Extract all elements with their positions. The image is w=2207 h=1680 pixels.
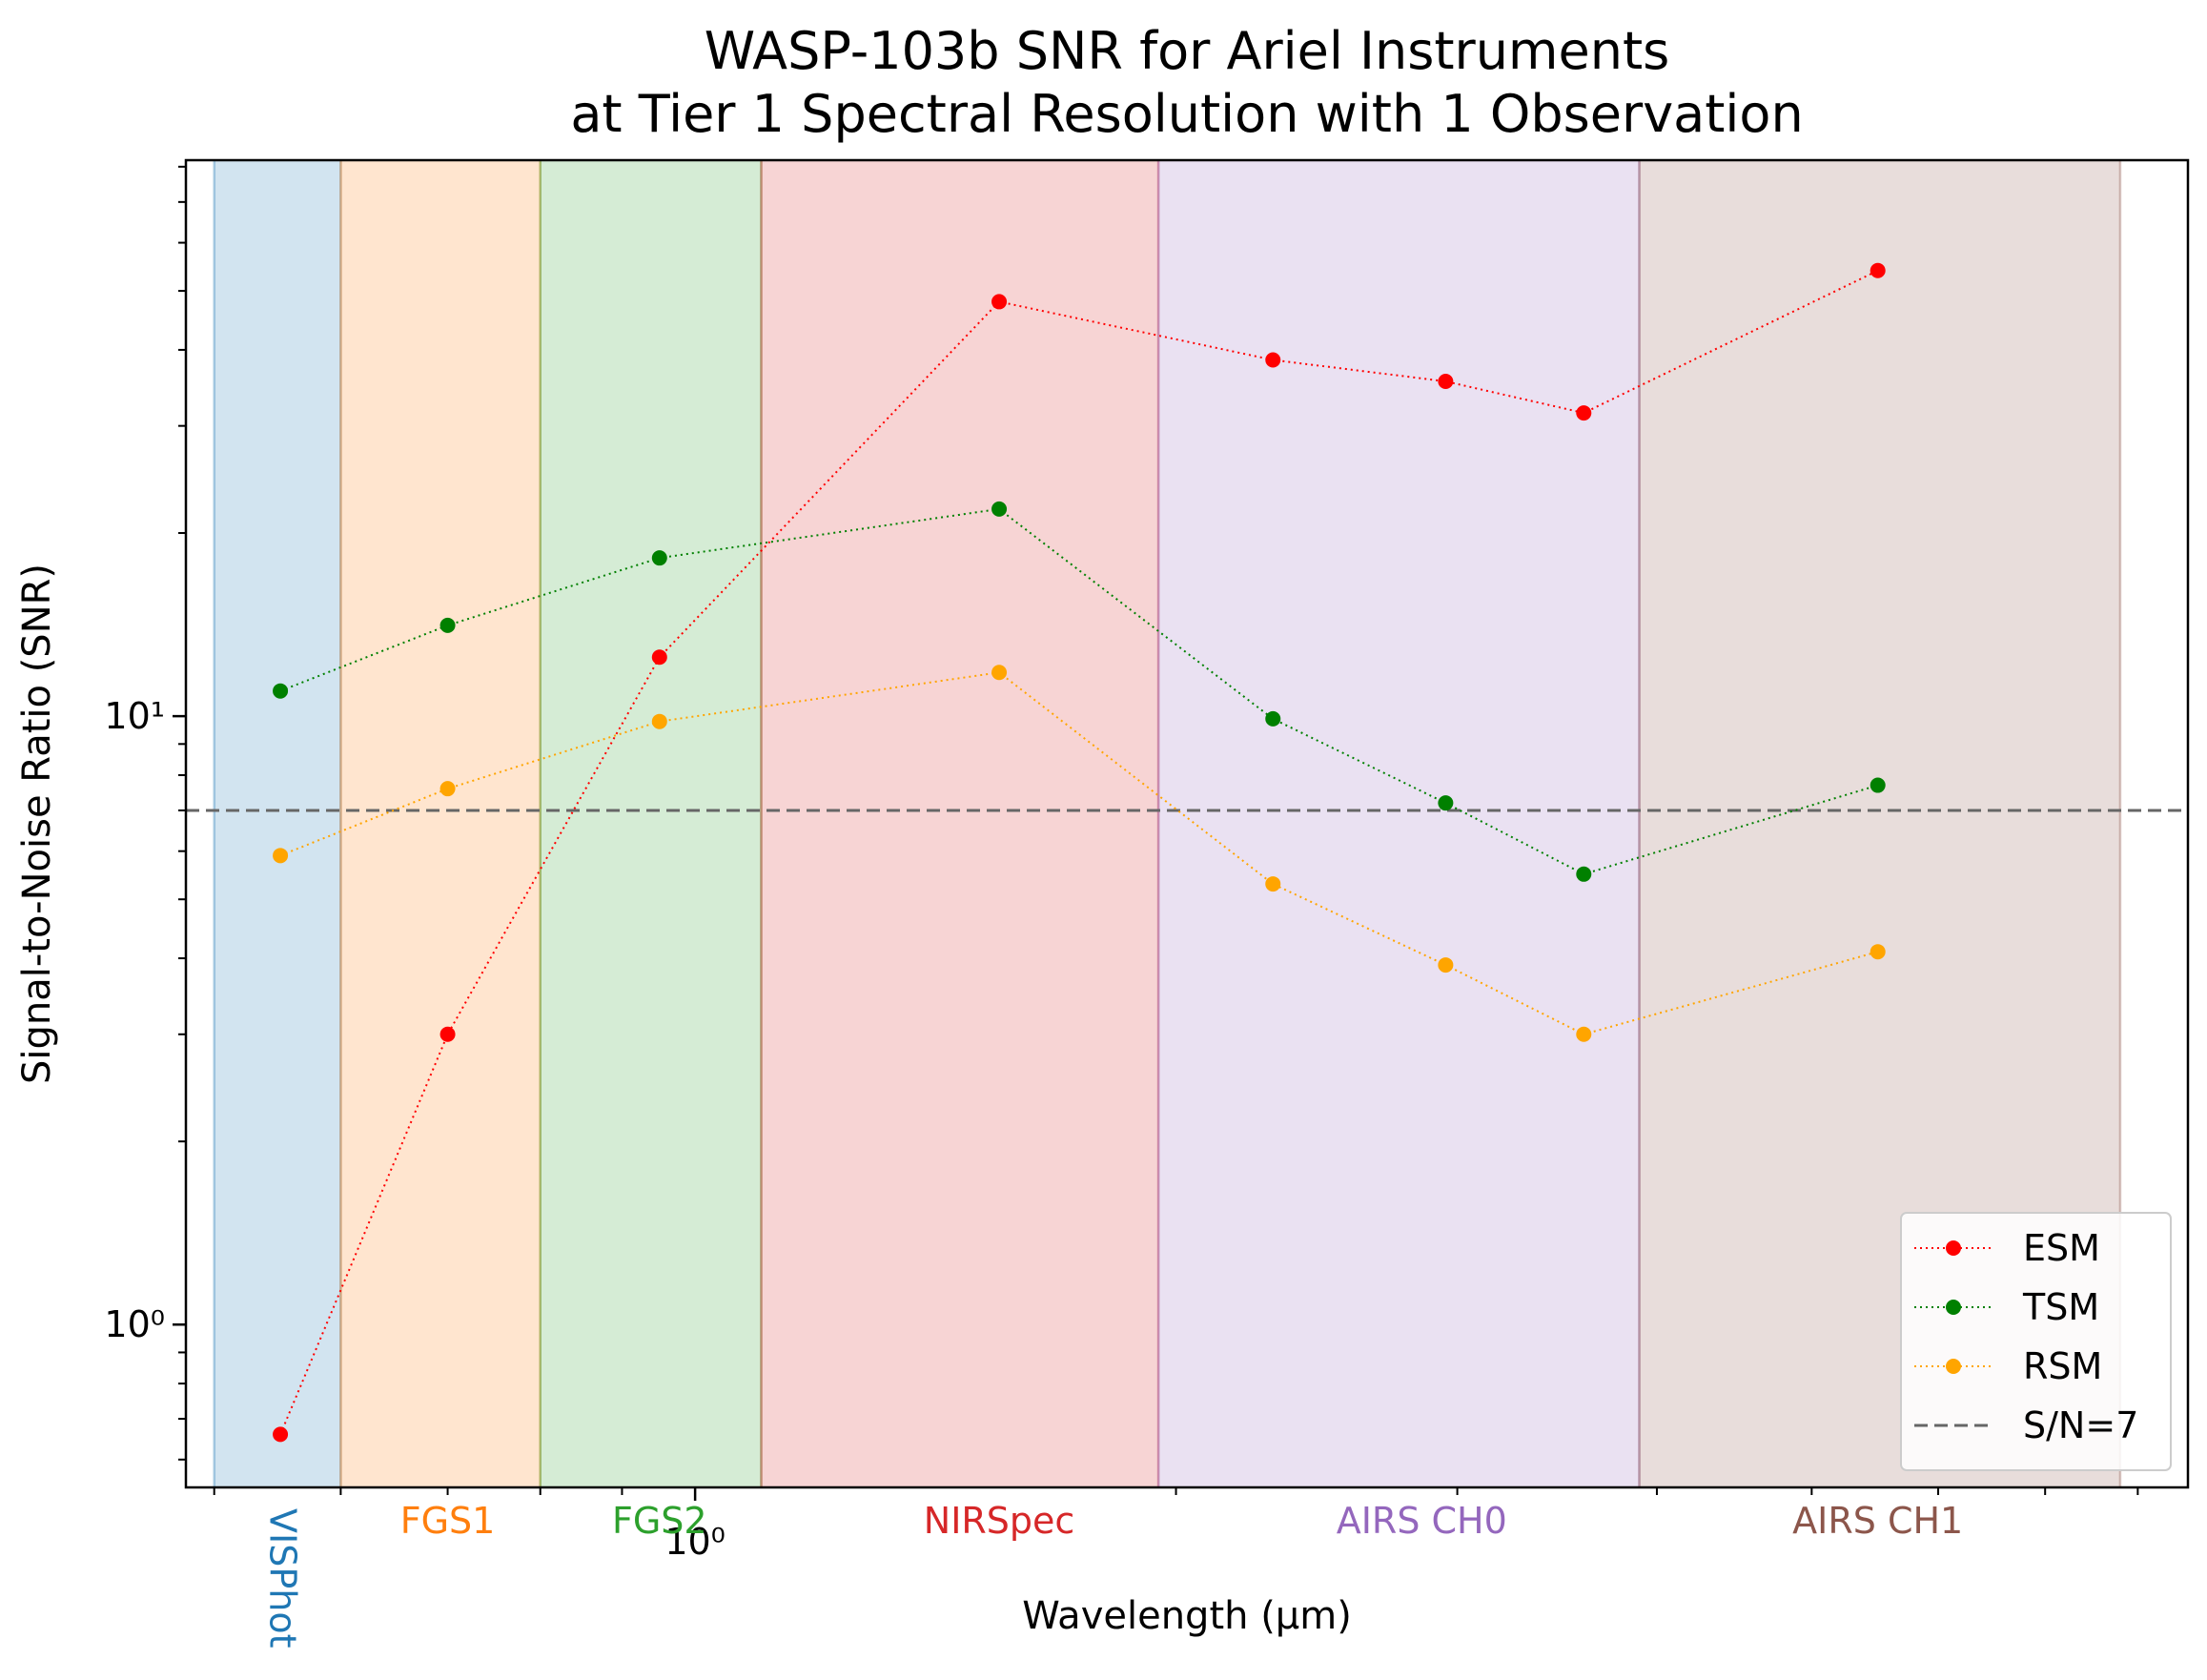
data-point-rsm <box>273 848 289 864</box>
x-axis: 10⁰ <box>213 1487 2139 1563</box>
instrument-label-visphot: VISPhot <box>262 1508 304 1648</box>
plot-frame <box>184 158 2190 1489</box>
instrument-label-fgs1: FGS1 <box>400 1500 496 1542</box>
legend-marker-rsm <box>1946 1359 1961 1374</box>
data-point-rsm <box>1576 1026 1592 1042</box>
series-esm <box>273 262 1886 1443</box>
data-point-tsm <box>1438 795 1454 811</box>
data-point-tsm <box>651 550 667 566</box>
band-visphot <box>214 160 341 1487</box>
legend-label-s-n-7: S/N=7 <box>2023 1404 2138 1446</box>
chart-title-line: WASP-103b SNR for Ariel Instruments <box>705 21 1670 81</box>
data-point-rsm <box>991 665 1008 681</box>
data-point-esm <box>991 294 1008 310</box>
instrument-label-nirspec: NIRSpec <box>924 1500 1075 1542</box>
band-nirspec <box>761 160 1159 1487</box>
band-fgs1 <box>340 160 541 1487</box>
legend-label-tsm: TSM <box>2022 1286 2099 1328</box>
legend-entry-esm: ESM <box>1914 1227 2100 1269</box>
data-point-rsm <box>1265 876 1281 892</box>
data-point-rsm <box>651 713 667 729</box>
y-axis-label: Signal-to-Noise Ratio (SNR) <box>15 563 59 1084</box>
data-point-esm <box>1265 352 1281 368</box>
series-rsm <box>273 665 1886 1042</box>
data-point-esm <box>439 1026 456 1042</box>
legend-marker-tsm <box>1946 1300 1961 1315</box>
instrument-label-airs-ch0: AIRS CH0 <box>1337 1500 1507 1542</box>
band-airs-ch0 <box>1158 160 1640 1487</box>
data-point-esm <box>1438 374 1454 390</box>
y-axis: 10⁰ 10¹ <box>104 165 186 1461</box>
chart-title-line: at Tier 1 Spectral Resolution with 1 Obs… <box>570 84 1803 144</box>
band-fgs2 <box>540 160 762 1487</box>
data-point-tsm <box>273 683 289 699</box>
legend-marker-esm <box>1946 1240 1961 1256</box>
data-point-esm <box>273 1426 289 1443</box>
data-point-tsm <box>1870 777 1886 793</box>
data-point-rsm <box>1438 957 1454 973</box>
legend-label-esm: ESM <box>2023 1227 2100 1269</box>
data-point-tsm <box>439 617 456 633</box>
data-point-esm <box>651 649 667 666</box>
legend-entry-s-n-7: S/N=7 <box>1914 1404 2138 1446</box>
x-axis-label: Wavelength (μm) <box>1022 1594 1352 1638</box>
data-point-rsm <box>439 781 456 797</box>
data-point-tsm <box>1576 866 1592 882</box>
y-tick-label: 10⁰ <box>104 1303 165 1345</box>
legend-label-rsm: RSM <box>2023 1345 2102 1387</box>
y-tick-label: 10¹ <box>104 695 165 737</box>
legend: ESM TSM RSM S/N=7 <box>1900 1212 2172 1471</box>
legend-entry-rsm: RSM <box>1914 1345 2102 1387</box>
data-point-esm <box>1870 262 1886 278</box>
legend-box <box>1900 1212 2172 1471</box>
data-point-rsm <box>1870 944 1886 960</box>
x-tick-label: 10⁰ <box>664 1521 725 1563</box>
instrument-labels: VISPhot FGS1 FGS2 NIRSpec AIRS CH0 AIRS CH1 <box>262 1500 1964 1648</box>
series-layer <box>273 262 1886 1443</box>
legend-entry-tsm: TSM <box>1914 1286 2099 1328</box>
data-point-tsm <box>991 501 1008 517</box>
instrument-label-airs-ch1: AIRS CH1 <box>1792 1500 1963 1542</box>
instrument-bands <box>213 160 2122 1487</box>
data-point-tsm <box>1265 710 1281 727</box>
series-tsm <box>273 501 1886 882</box>
instrument-label-fgs2: FGS2 <box>612 1500 707 1542</box>
data-point-esm <box>1576 405 1592 421</box>
